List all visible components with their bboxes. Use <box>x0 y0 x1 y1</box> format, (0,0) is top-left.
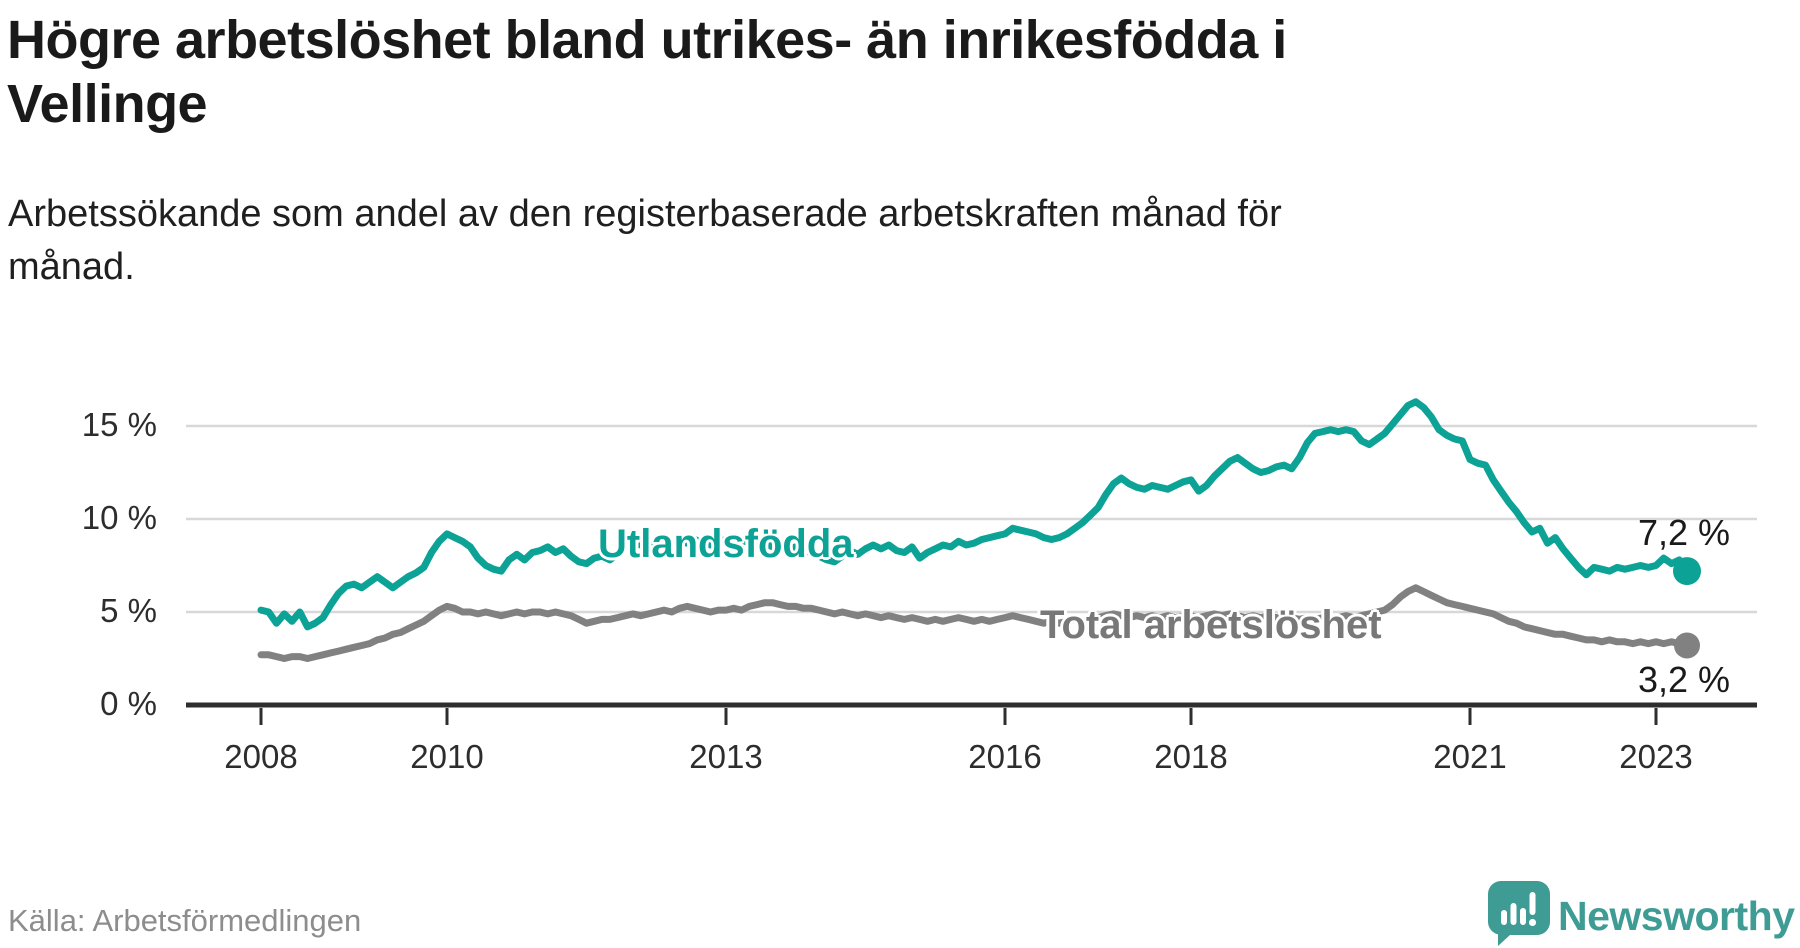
x-tick-label: 2013 <box>689 738 763 775</box>
series-label-total-arbetsloshet: Total arbetslöshet <box>1040 603 1382 647</box>
series-line-utlandsfodda <box>257 398 1691 631</box>
y-tick-label: 15 % <box>81 406 157 443</box>
end-dot-total <box>1674 632 1700 659</box>
y-tick-label: 5 % <box>100 592 157 629</box>
x-tick-label: 2008 <box>224 738 298 775</box>
y-tick-label: 10 % <box>81 499 157 536</box>
subtitle-line-1: Arbetssökande som andel av den registerb… <box>8 193 1282 235</box>
end-dot-utlandsfodda <box>1673 557 1701 586</box>
end-value-label-total: 3,2 % <box>1638 659 1731 700</box>
series-line-total <box>257 584 1691 662</box>
x-tick-label: 2010 <box>410 738 484 775</box>
y-tick-label: 0 % <box>100 685 157 722</box>
title-line-1: Högre arbetslöshet bland utrikes- än inr… <box>7 10 1287 70</box>
chart-subtitle: Arbetssökande som andel av den registerb… <box>8 188 1528 294</box>
x-tick-label: 2016 <box>968 738 1042 775</box>
x-tick-label: 2023 <box>1619 738 1693 775</box>
x-tick-label: 2021 <box>1433 738 1507 775</box>
series-label-utlandsfodda: Utlandsfödda <box>598 522 854 566</box>
page-title: Högre arbetslöshet bland utrikes- än inr… <box>7 8 1627 136</box>
newsworthy-logo: Newsworthy <box>1488 881 1795 947</box>
end-value-label-utlandsfodda: 7,2 % <box>1638 512 1731 553</box>
source-attribution: Källa: Arbetsförmedlingen <box>8 903 362 938</box>
newsworthy-logo-text: Newsworthy <box>1558 893 1795 939</box>
title-line-2: Vellinge <box>7 74 208 134</box>
newsworthy-logo-icon <box>1488 881 1550 946</box>
subtitle-line-2: månad. <box>8 246 135 288</box>
x-tick-label: 2018 <box>1154 738 1228 775</box>
